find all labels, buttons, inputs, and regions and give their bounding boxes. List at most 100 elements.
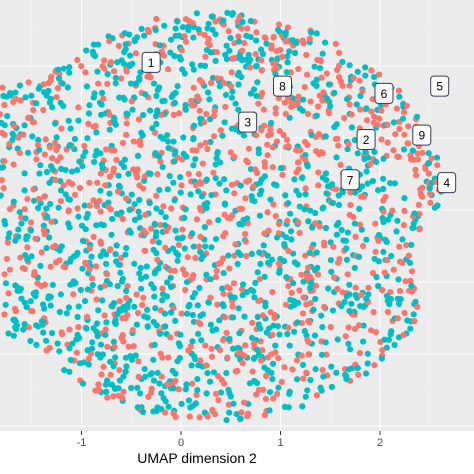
data-point [32,289,40,296]
data-point [285,143,292,150]
data-point [144,26,151,34]
data-point [128,98,135,105]
data-point [170,138,177,145]
data-point [195,171,202,178]
data-point [194,302,201,309]
data-point [27,227,34,234]
data-point [164,279,171,286]
data-point [84,210,91,217]
data-point [253,391,260,398]
data-point [112,74,119,81]
data-point [327,324,334,331]
data-point [57,178,64,185]
data-point [319,324,326,331]
data-point [74,167,81,174]
data-point [150,285,157,292]
data-point [207,321,214,328]
data-point [17,97,24,104]
data-point [154,108,161,115]
data-point [21,170,28,177]
data-point [156,380,163,387]
data-point [83,261,90,268]
data-point [360,243,367,250]
data-point [264,354,271,361]
data-point [190,135,197,142]
data-point [321,303,328,310]
data-point [90,123,97,130]
data-point [210,169,217,176]
data-point [188,362,195,369]
cluster-label-text: 2 [363,133,370,147]
data-point [30,106,37,114]
data-point [230,280,237,287]
data-point [134,152,142,159]
data-point [12,282,19,289]
data-point [157,330,164,337]
data-point [380,155,387,162]
data-point [24,244,31,251]
data-point [380,185,387,193]
data-point [277,165,285,172]
data-point [234,367,241,374]
data-point [0,177,5,184]
data-point [313,76,320,83]
cluster-label-text: 7 [347,173,354,187]
data-point [369,177,376,185]
data-point [52,176,59,184]
data-point [94,68,101,75]
data-point [88,253,95,260]
data-point [325,285,332,292]
data-point [419,184,426,191]
data-point [300,375,307,382]
data-point [285,248,292,255]
data-point [241,40,248,47]
data-point [346,101,353,108]
data-point [172,25,179,32]
cluster-label-text: 8 [279,80,286,94]
data-point [80,380,87,387]
data-point [352,284,359,291]
data-point [272,105,279,112]
data-point [34,280,41,287]
data-point [40,319,47,326]
data-point [65,208,72,215]
data-point [379,286,386,294]
data-point [372,329,379,336]
data-point [75,104,82,111]
data-point [286,48,293,55]
data-point [238,56,246,63]
data-point [375,258,382,265]
data-point [0,111,4,118]
data-point [334,259,342,266]
data-point [253,92,260,99]
data-point [289,366,296,373]
data-point [98,161,105,168]
data-point [267,389,274,396]
data-point [270,395,277,402]
data-point [93,263,100,270]
data-point [316,65,324,72]
data-point [324,95,331,102]
data-point [113,242,120,249]
data-point [213,267,220,275]
data-point [131,201,138,208]
data-point [203,271,210,278]
data-point [425,170,432,177]
data-point [181,214,188,221]
data-point [2,221,9,228]
data-point [150,356,157,363]
data-point [21,187,28,194]
data-point [302,191,309,198]
data-point [220,255,227,262]
data-point [189,294,196,301]
data-point [176,343,183,350]
data-point [101,282,109,289]
data-point [193,10,200,17]
data-point [282,301,290,308]
data-point [197,357,204,364]
data-point [210,112,218,119]
data-point [281,364,288,371]
data-point [319,50,326,57]
data-point [334,336,341,343]
data-point [300,96,307,103]
